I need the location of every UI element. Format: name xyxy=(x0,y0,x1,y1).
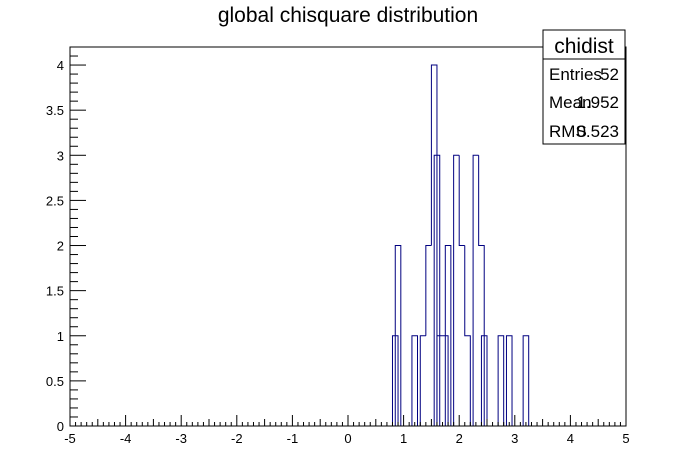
x-tick-label: -4 xyxy=(120,431,132,446)
y-tick-label: 3.5 xyxy=(46,103,64,118)
histogram-bin xyxy=(425,245,432,336)
stats-box: chidist Entries 52 Mean 1.952 RMS 0.523 xyxy=(542,29,626,145)
stats-box-frame xyxy=(542,29,626,145)
stats-rms-label: RMS xyxy=(549,122,587,141)
histogram-bin xyxy=(394,245,402,426)
histogram-bin xyxy=(458,155,465,247)
stats-entries-label: Entries xyxy=(549,65,602,84)
histogram-bin xyxy=(411,335,418,426)
y-tick-label: 3 xyxy=(57,148,64,163)
x-tick-label: -2 xyxy=(231,431,243,446)
stats-box-name: chidist xyxy=(554,35,614,58)
y-tick-label: 2.5 xyxy=(46,193,64,208)
histogram-bin xyxy=(433,154,441,426)
x-axis: -5 -4 -3 -2 -1 0 1 2 3 4 5 xyxy=(64,415,630,446)
x-tick-label: 2 xyxy=(456,431,463,446)
stats-rms-value: 0.523 xyxy=(576,122,619,141)
x-tick-label: 4 xyxy=(567,431,574,446)
x-tick-label: 5 xyxy=(622,431,629,446)
y-tick-label: 0 xyxy=(57,419,64,434)
y-tick-label: 0.5 xyxy=(46,374,64,389)
histogram-bin xyxy=(430,64,438,426)
x-tick-label: -3 xyxy=(175,431,187,446)
stats-entries-value: 52 xyxy=(600,65,619,84)
x-tick-label: -5 xyxy=(64,431,76,446)
x-tick-label: 3 xyxy=(511,431,518,446)
histogram-bin xyxy=(453,154,460,426)
histogram-bin xyxy=(472,154,479,426)
histogram-bin xyxy=(497,335,505,426)
histogram-bin xyxy=(505,335,513,426)
y-tick-label: 1 xyxy=(57,329,64,344)
chart-title: global chisquare distribution xyxy=(218,4,478,27)
histogram-bin xyxy=(480,335,488,426)
stats-mean-value: 1.952 xyxy=(576,93,619,112)
x-tick-label: 0 xyxy=(344,431,351,446)
y-tick-label: 4 xyxy=(57,58,64,73)
histogram-bin xyxy=(436,335,443,426)
stats-mean-label: Mean xyxy=(549,93,592,112)
y-tick-label: 1.5 xyxy=(46,284,64,299)
y-axis: 0 0.5 1 1.5 2 2.5 3 3.5 4 xyxy=(46,46,86,434)
x-tick-label: 1 xyxy=(400,431,407,446)
histogram-bin xyxy=(419,335,426,426)
histogram-bin xyxy=(464,245,471,426)
histogram-series xyxy=(391,64,530,426)
histogram-bin xyxy=(444,245,452,426)
y-tick-label: 2 xyxy=(57,239,64,254)
x-tick-label: -1 xyxy=(287,431,299,446)
histogram-bin xyxy=(522,335,530,426)
histogram-bin xyxy=(442,335,449,426)
